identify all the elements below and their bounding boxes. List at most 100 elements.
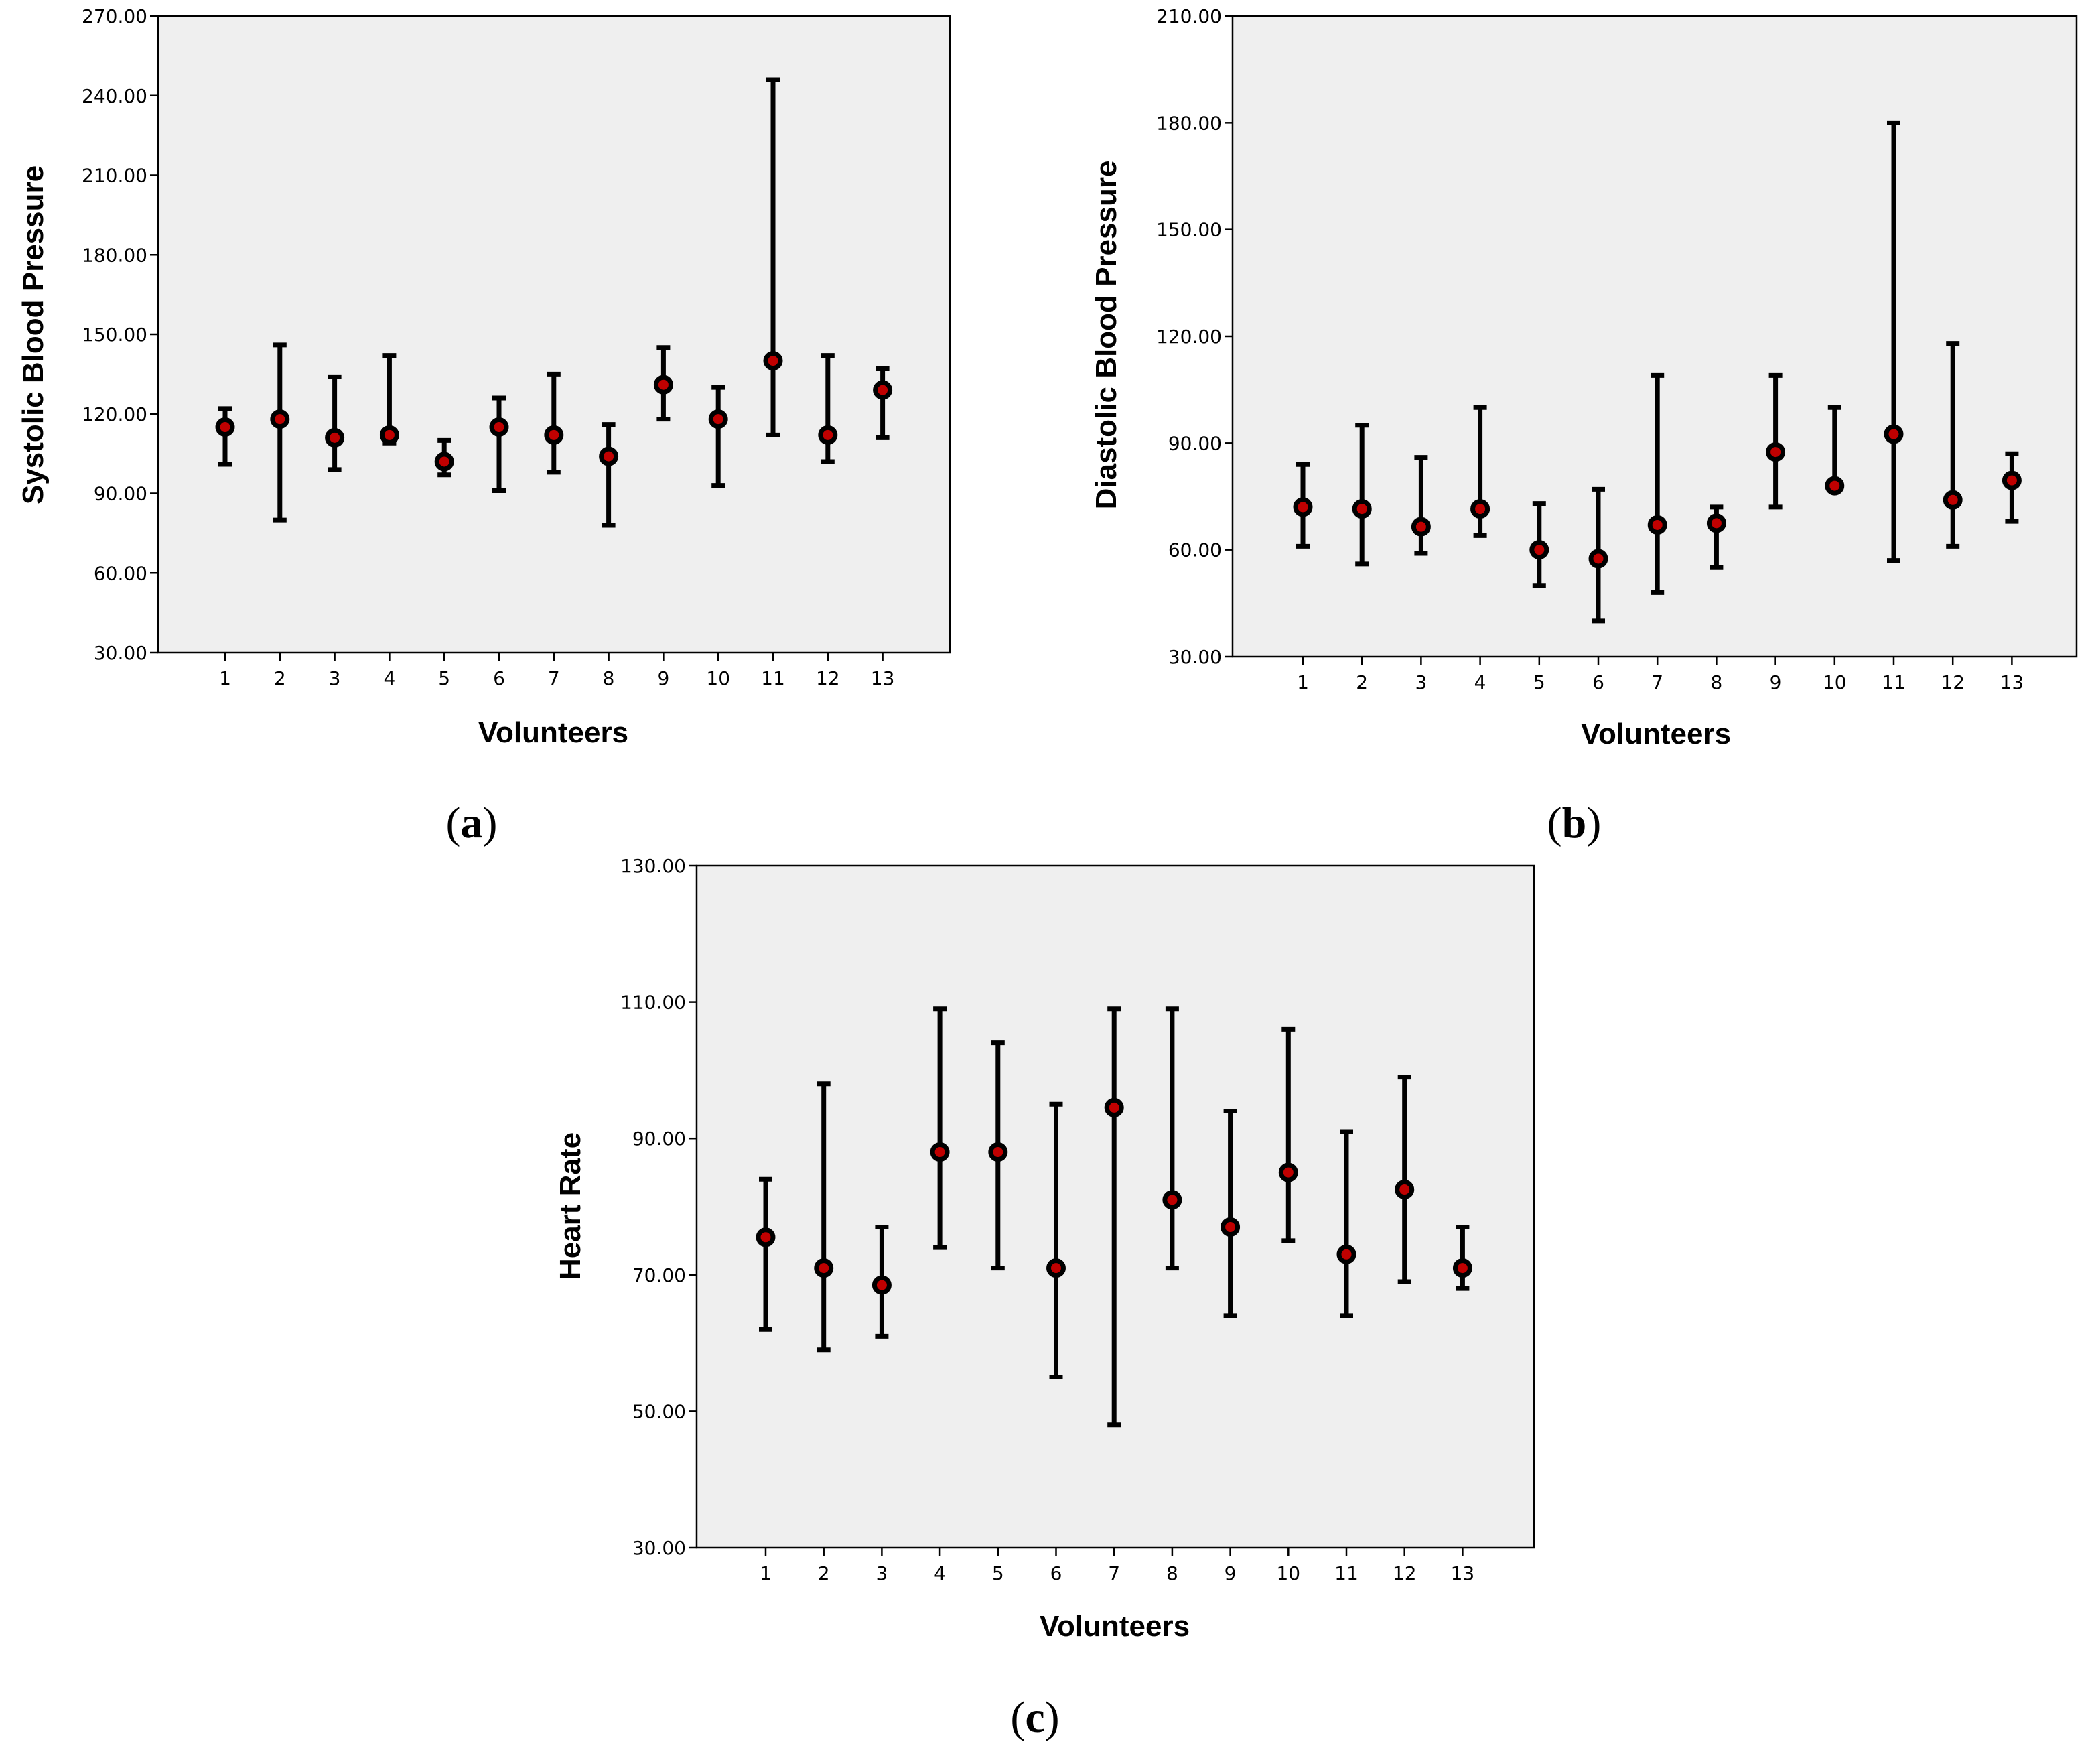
x-tick-label: 10 — [1823, 671, 1847, 693]
mean-point — [1452, 1258, 1472, 1278]
mean-point — [1825, 476, 1845, 496]
y-tick-label: 150.00 — [82, 324, 147, 346]
mean-point — [379, 425, 399, 445]
panel-caption: (a) — [446, 799, 498, 847]
mean-point — [1162, 1190, 1182, 1210]
x-tick-label: 13 — [2000, 671, 2024, 693]
x-tick-label: 8 — [603, 667, 615, 689]
x-tick-label: 5 — [438, 667, 450, 689]
x-tick-label: 9 — [657, 667, 669, 689]
y-tick-label: 60.00 — [1168, 539, 1222, 561]
mean-point — [1884, 424, 1904, 444]
y-tick-label: 110.00 — [620, 992, 686, 1014]
y-axis-title: Heart Rate — [554, 1132, 587, 1280]
mean-point — [544, 425, 564, 445]
mean-point — [653, 375, 673, 395]
mean-point — [1278, 1162, 1298, 1182]
y-tick-label: 130.00 — [620, 855, 686, 877]
y-tick-label: 70.00 — [632, 1264, 686, 1286]
y-tick-label: 210.00 — [1156, 5, 1222, 27]
mean-point — [988, 1142, 1008, 1162]
mean-point — [763, 351, 783, 371]
x-tick-label: 5 — [992, 1562, 1004, 1584]
y-tick-label: 270.00 — [82, 5, 147, 27]
x-tick-label: 2 — [1356, 671, 1368, 693]
mean-point — [325, 427, 345, 448]
chart-panel-b: 30.00 60.00 90.00 120.00 150.00 180.00 210.00 1… — [1090, 5, 2078, 847]
x-tick-label: 10 — [1276, 1562, 1300, 1584]
mean-point — [1221, 1217, 1241, 1237]
x-tick-label: 1 — [760, 1562, 772, 1584]
y-tick-label: 180.00 — [82, 244, 147, 266]
x-axis-title: Volunteers — [1040, 1610, 1190, 1643]
x-tick-label: 1 — [219, 667, 231, 689]
mean-point — [2002, 470, 2022, 490]
y-tick-label: 150.00 — [1156, 219, 1222, 241]
x-tick-label: 4 — [934, 1562, 946, 1584]
x-tick-label: 8 — [1710, 671, 1722, 693]
y-tick-label: 120.00 — [1156, 326, 1222, 348]
x-tick-label: 2 — [818, 1562, 830, 1584]
x-tick-label: 4 — [383, 667, 395, 689]
y-tick-label: 90.00 — [94, 483, 147, 505]
x-tick-label: 7 — [1108, 1562, 1120, 1584]
x-tick-label: 13 — [871, 667, 895, 689]
y-tick-label: 240.00 — [82, 85, 147, 107]
x-tick-label: 1 — [1297, 671, 1309, 693]
x-axis-title: Volunteers — [1581, 718, 1731, 750]
y-tick-label: 180.00 — [1156, 112, 1222, 134]
chart-panel-a: 30.00 60.00 90.00 120.00 150.00 180.00 210.00 2… — [17, 5, 951, 847]
mean-point — [1352, 499, 1372, 519]
x-tick-label: 11 — [1334, 1562, 1358, 1584]
y-tick-label: 60.00 — [94, 562, 147, 584]
panel-caption: (c) — [1010, 1693, 1059, 1742]
y-tick-label: 210.00 — [82, 165, 147, 187]
mean-point — [1336, 1244, 1356, 1264]
mean-point — [756, 1227, 776, 1247]
x-tick-label: 2 — [274, 667, 286, 689]
mean-point — [1046, 1258, 1066, 1278]
x-tick-label: 3 — [1415, 671, 1427, 693]
mean-point — [1706, 513, 1726, 533]
x-tick-label: 12 — [816, 667, 840, 689]
x-tick-label: 12 — [1393, 1562, 1417, 1584]
mean-point — [1470, 499, 1490, 519]
mean-point — [270, 409, 290, 429]
y-tick-label: 30.00 — [1168, 646, 1222, 668]
mean-point — [818, 425, 838, 445]
x-tick-label: 6 — [1592, 671, 1604, 693]
mean-point — [489, 417, 509, 437]
x-tick-label: 5 — [1533, 671, 1545, 693]
y-tick-label: 90.00 — [1168, 432, 1222, 454]
mean-point — [1588, 549, 1608, 569]
y-axis-title: Diastolic Blood Pressure — [1090, 161, 1123, 510]
x-tick-label: 11 — [1882, 671, 1906, 693]
mean-point — [873, 380, 893, 400]
y-tick-label: 50.00 — [632, 1400, 686, 1422]
mean-point — [434, 452, 454, 472]
mean-point — [814, 1258, 834, 1278]
mean-point — [1647, 515, 1667, 535]
mean-point — [872, 1275, 892, 1295]
mean-point — [215, 417, 235, 437]
x-tick-label: 4 — [1474, 671, 1486, 693]
plot-area — [157, 15, 951, 654]
x-tick-label: 6 — [493, 667, 505, 689]
mean-point — [1395, 1180, 1415, 1200]
x-tick-label: 10 — [706, 667, 730, 689]
x-tick-label: 9 — [1770, 671, 1782, 693]
mean-point — [1293, 497, 1313, 517]
mean-point — [599, 446, 619, 466]
x-tick-label: 12 — [1941, 671, 1965, 693]
mean-point — [930, 1142, 950, 1162]
x-axis-title: Volunteers — [478, 716, 628, 749]
mean-point — [1529, 540, 1549, 560]
x-tick-label: 6 — [1050, 1562, 1062, 1584]
x-tick-label: 13 — [1451, 1562, 1475, 1584]
mean-point — [1104, 1097, 1124, 1117]
plot-area — [1231, 15, 2078, 658]
mean-point — [1766, 442, 1786, 462]
x-tick-label: 9 — [1225, 1562, 1237, 1584]
